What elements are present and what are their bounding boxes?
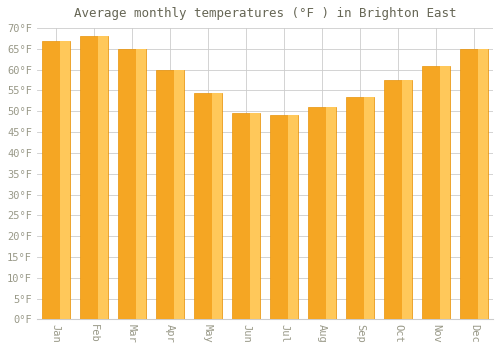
Bar <box>384 80 412 320</box>
Bar <box>98 36 108 320</box>
Bar <box>250 113 260 320</box>
Title: Average monthly temperatures (°F ) in Brighton East: Average monthly temperatures (°F ) in Br… <box>74 7 456 20</box>
Bar <box>422 65 450 320</box>
Bar <box>118 49 146 320</box>
Bar <box>402 80 412 320</box>
Bar <box>60 41 70 320</box>
Bar <box>156 70 184 320</box>
Bar <box>212 93 222 320</box>
Bar <box>460 49 488 320</box>
Bar <box>80 36 108 320</box>
Bar <box>288 116 298 320</box>
Bar <box>364 97 374 320</box>
Bar <box>174 70 184 320</box>
Bar <box>440 65 450 320</box>
Bar <box>270 116 298 320</box>
Bar <box>326 107 336 320</box>
Bar <box>346 97 374 320</box>
Bar <box>478 49 488 320</box>
Bar <box>232 113 260 320</box>
Bar <box>194 93 222 320</box>
Bar <box>42 41 70 320</box>
Bar <box>308 107 336 320</box>
Bar <box>136 49 146 320</box>
